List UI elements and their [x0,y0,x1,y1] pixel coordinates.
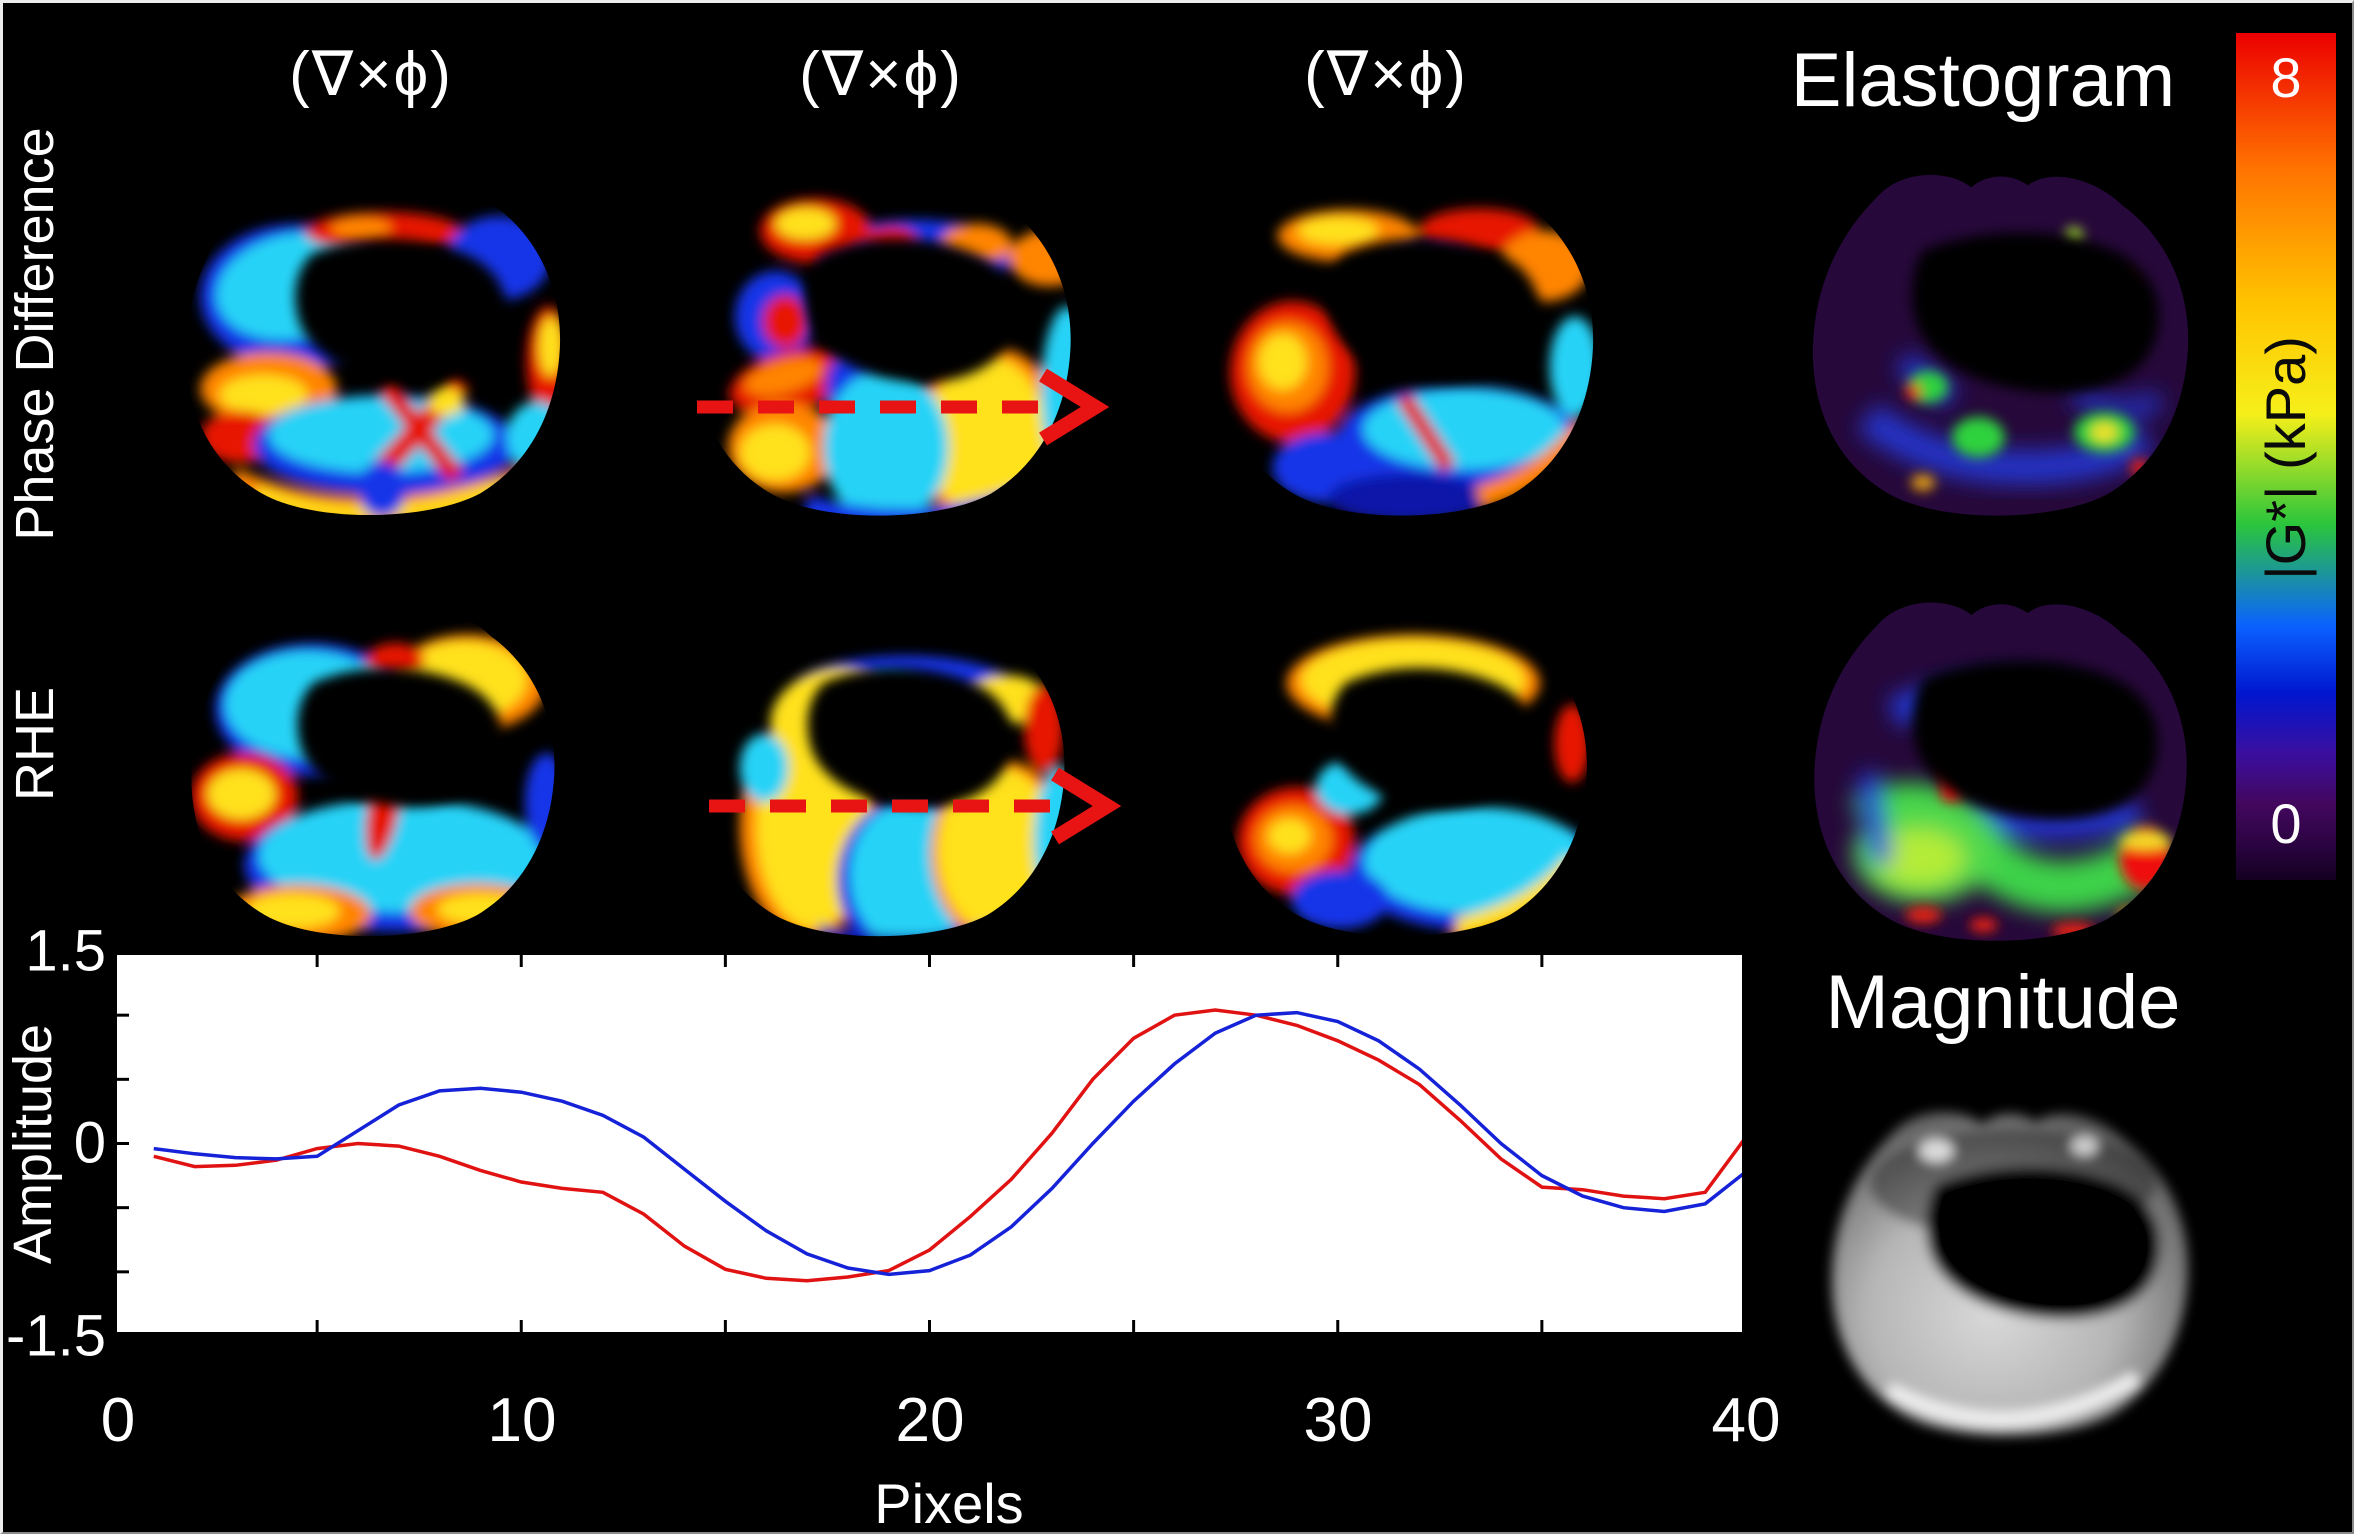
rhe-map-2 [701,606,1065,937]
col-header-1: (∇×ϕ) [289,40,453,109]
magnitude-image [1831,1112,2188,1436]
colorbar-min-label: 0 [2270,792,2302,855]
col-header-3: (∇×ϕ) [1304,40,1468,109]
col-header-2: (∇×ϕ) [799,40,963,109]
xtick-40: 40 [1711,1386,1781,1455]
colorbar-axis-label: |G*| (kPa) [2254,336,2317,580]
magnitude-title: Magnitude [1825,960,2181,1045]
colorbar-max-label: 8 [2270,46,2302,109]
xtick-0: 0 [100,1386,136,1455]
elastogram-title: Elastogram [1790,38,2176,123]
colorbar [2236,33,2336,880]
rhe-map-3 [1223,606,1587,937]
y-axis-label: Amplitude [3,1023,63,1265]
phase-difference-map-2 [695,174,1071,516]
phase-difference-map-3 [1217,174,1594,516]
xtick-20: 20 [895,1386,965,1455]
ytick-top: 1.5 [25,918,106,984]
chart-plot [113,951,1746,1336]
series-blue-profile [153,1010,1746,1277]
ytick-bottom: -1.5 [6,1303,106,1369]
elastogram-row2 [1814,602,2187,941]
rhe-map-1 [191,606,555,937]
xtick-30: 30 [1303,1386,1373,1455]
x-axis-label: Pixels [874,1472,1024,1534]
profile-arrow-row2 [709,767,1122,845]
series-red-profile [153,1008,1746,1283]
phase-difference-map-1 [185,175,561,516]
ytick-zero: 0 [73,1110,106,1176]
elastogram-row1 [1812,174,2189,516]
profile-arrow-row1 [697,368,1110,446]
xtick-10: 10 [487,1386,557,1455]
amplitude-profile-chart [113,951,1746,1336]
